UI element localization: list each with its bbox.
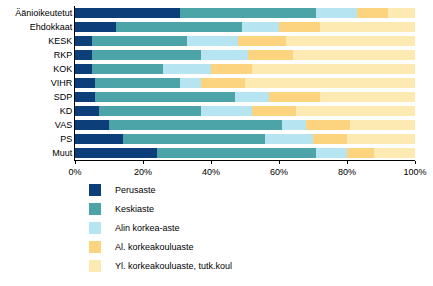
- svg-text:VIHR: VIHR: [51, 78, 73, 88]
- svg-text:VAS: VAS: [55, 120, 72, 130]
- svg-text:RKP: RKP: [54, 50, 73, 60]
- svg-text:PS: PS: [60, 134, 72, 144]
- svg-text:0%: 0%: [68, 167, 81, 177]
- svg-text:Yl. korkeakouluaste, tutk.koul: Yl. korkeakouluaste, tutk.koul: [115, 261, 232, 271]
- svg-text:100%: 100%: [403, 167, 426, 177]
- svg-text:KD: KD: [60, 106, 73, 116]
- svg-text:60%: 60%: [270, 167, 288, 177]
- svg-text:KOK: KOK: [53, 64, 72, 74]
- svg-text:Muut: Muut: [52, 148, 73, 158]
- svg-text:Perusaste: Perusaste: [115, 185, 156, 195]
- svg-text:KESK: KESK: [48, 36, 72, 46]
- svg-text:Äänioikeutetut: Äänioikeutetut: [15, 8, 73, 18]
- svg-text:Keskiaste: Keskiaste: [115, 204, 154, 214]
- svg-text:SDP: SDP: [54, 92, 73, 102]
- svg-text:40%: 40%: [202, 167, 220, 177]
- svg-text:Ehdokkaat: Ehdokkaat: [30, 22, 73, 32]
- svg-text:20%: 20%: [134, 167, 152, 177]
- svg-text:Alin korkea-aste: Alin korkea-aste: [115, 223, 180, 233]
- svg-text:80%: 80%: [338, 167, 356, 177]
- svg-text:Al. korkeakouluaste: Al. korkeakouluaste: [115, 242, 194, 252]
